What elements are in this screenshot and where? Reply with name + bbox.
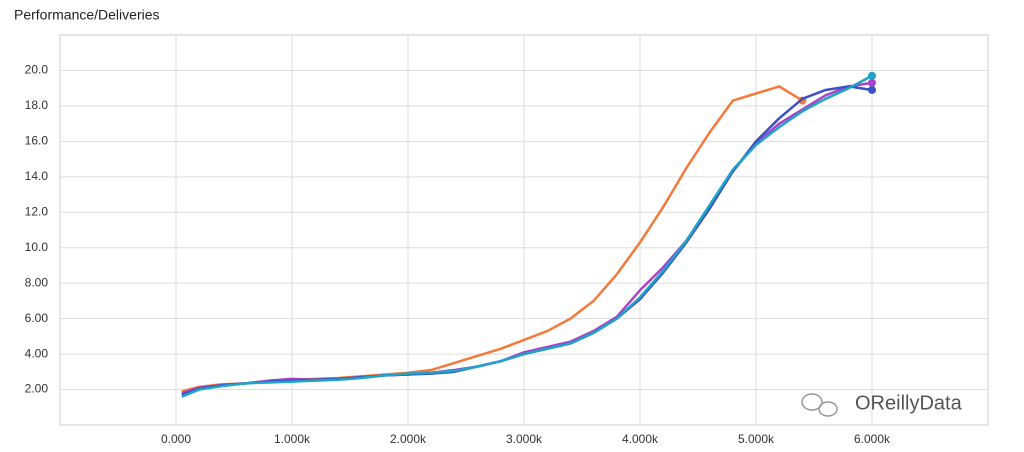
x-tick-label: 0.000: [161, 432, 191, 446]
chart-title: Performance/Deliveries: [14, 7, 160, 23]
y-tick-label: 4.00: [25, 346, 49, 360]
y-tick-label: 10.0: [25, 240, 49, 254]
y-tick-label: 14.0: [25, 169, 49, 183]
series-line: [181, 85, 804, 393]
watermark-text: OReillyData: [855, 392, 963, 414]
series-end-point: [868, 78, 876, 87]
y-tick-label: 12.0: [25, 204, 49, 218]
x-tick-label: 5.000k: [738, 432, 775, 446]
y-tick-label: 8.00: [25, 275, 49, 289]
series-end-point: [868, 85, 876, 94]
x-tick-label: 6.000k: [854, 432, 891, 446]
series-end-point: [868, 71, 876, 80]
y-tick-label: 2.00: [25, 382, 49, 396]
watermark-icon: [818, 401, 838, 417]
y-tick-label: 20.0: [25, 63, 49, 77]
x-tick-label: 1.000k: [274, 432, 311, 446]
y-tick-label: 6.00: [25, 311, 49, 325]
watermark: OReillyData: [801, 392, 963, 417]
y-tick-label: 16.0: [25, 134, 49, 148]
watermark-icon: [801, 393, 823, 411]
x-tick-label: 2.000k: [390, 432, 427, 446]
x-tick-label: 3.000k: [506, 432, 543, 446]
y-tick-label: 18.0: [25, 98, 49, 112]
x-tick-label: 4.000k: [622, 432, 659, 446]
series-line: [181, 74, 873, 398]
